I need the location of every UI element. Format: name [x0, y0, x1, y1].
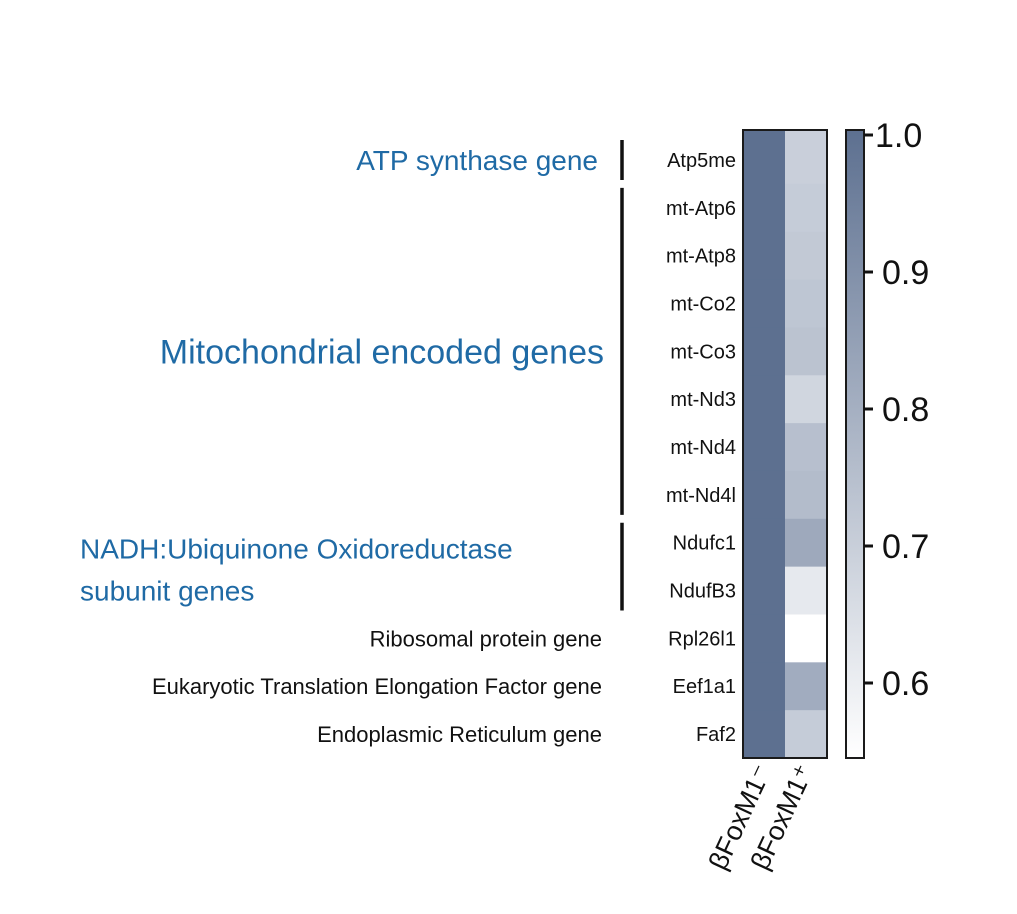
gene-label: mt-Co3: [670, 341, 736, 363]
heatmap-cell: [743, 375, 785, 424]
heatmap-cell: [743, 710, 785, 759]
colorbar-scale: [845, 129, 865, 759]
heatmap-cell: [743, 614, 785, 663]
heatmap-cell: [785, 614, 827, 663]
gene-label: mt-Atp8: [666, 246, 736, 268]
group-label: Ribosomal protein gene: [370, 626, 602, 651]
gene-label: mt-Nd4: [670, 437, 736, 459]
gene-labels: Atp5me mt-Atp6 mt-Atp8 mt-Co2 mt-Co3 mt-Nd3 mt…: [666, 150, 736, 746]
group-labels: ATP synthase gene Mitochondrial encoded g…: [80, 145, 604, 747]
group-label: Eukaryotic Translation Elongation Factor…: [152, 674, 602, 699]
group-label: ATP synthase gene: [356, 145, 598, 176]
group-label: subunit genes: [80, 576, 254, 607]
heatmap-cell: [785, 518, 827, 568]
heatmap-cell: [785, 183, 827, 233]
heatmap-cell: [785, 423, 827, 472]
heatmap-cell: [785, 710, 827, 759]
heatmap-cell: [785, 375, 827, 424]
group-label: Endoplasmic Reticulum gene: [317, 722, 602, 747]
heatmap-cell: [743, 470, 785, 520]
gene-label: mt-Atp6: [666, 198, 736, 220]
heatmap-cell: [743, 130, 785, 185]
colorbar: 1.0 0.9 0.8 0.7 0.6: [845, 117, 929, 759]
heatmap-cell: [743, 279, 785, 329]
colorbar-tick-label: 0.9: [882, 254, 929, 292]
heatmap-cell: [743, 183, 785, 233]
gene-label: NdufB3: [669, 581, 736, 603]
gene-label: Atp5me: [667, 150, 736, 172]
group-label: Mitochondrial encoded genes: [160, 333, 604, 371]
colorbar-tick-label: 0.8: [882, 391, 929, 429]
gene-label: mt-Co2: [670, 294, 736, 316]
gene-label: Rpl26l1: [668, 628, 736, 650]
colorbar-tick-label: 0.6: [882, 665, 929, 703]
heatmap-cell: [785, 130, 827, 185]
heatmap-cell: [785, 662, 827, 711]
gene-label: Faf2: [696, 724, 736, 746]
heatmap-cell: [785, 327, 827, 376]
gene-label: Eef1a1: [673, 676, 736, 698]
gene-label: mt-Nd4l: [666, 485, 736, 507]
colorbar-tick-label: 0.7: [882, 528, 929, 566]
colorbar-tick-label: 1.0: [875, 117, 922, 155]
group-label: NADH:Ubiquinone Oxidoreductase: [80, 534, 513, 565]
heatmap-cell: [743, 327, 785, 376]
heatmap-cell: [785, 566, 827, 616]
heatmap-cells: [743, 130, 827, 759]
gene-label: mt-Nd3: [670, 389, 736, 411]
gene-label: Ndufc1: [673, 533, 736, 555]
heatmap-cell: [743, 231, 785, 281]
column-labels: βFoxM1⁻βFoxM1⁺: [703, 760, 820, 874]
heatmap-cell: [743, 662, 785, 711]
heatmap-cell: [785, 279, 827, 329]
heatmap-border: [742, 129, 828, 759]
heatmap-cell: [743, 423, 785, 472]
heatmap-cell: [785, 231, 827, 281]
heatmap-cell: [785, 470, 827, 520]
heatmap-cell: [743, 518, 785, 568]
heatmap-cell: [743, 566, 785, 616]
